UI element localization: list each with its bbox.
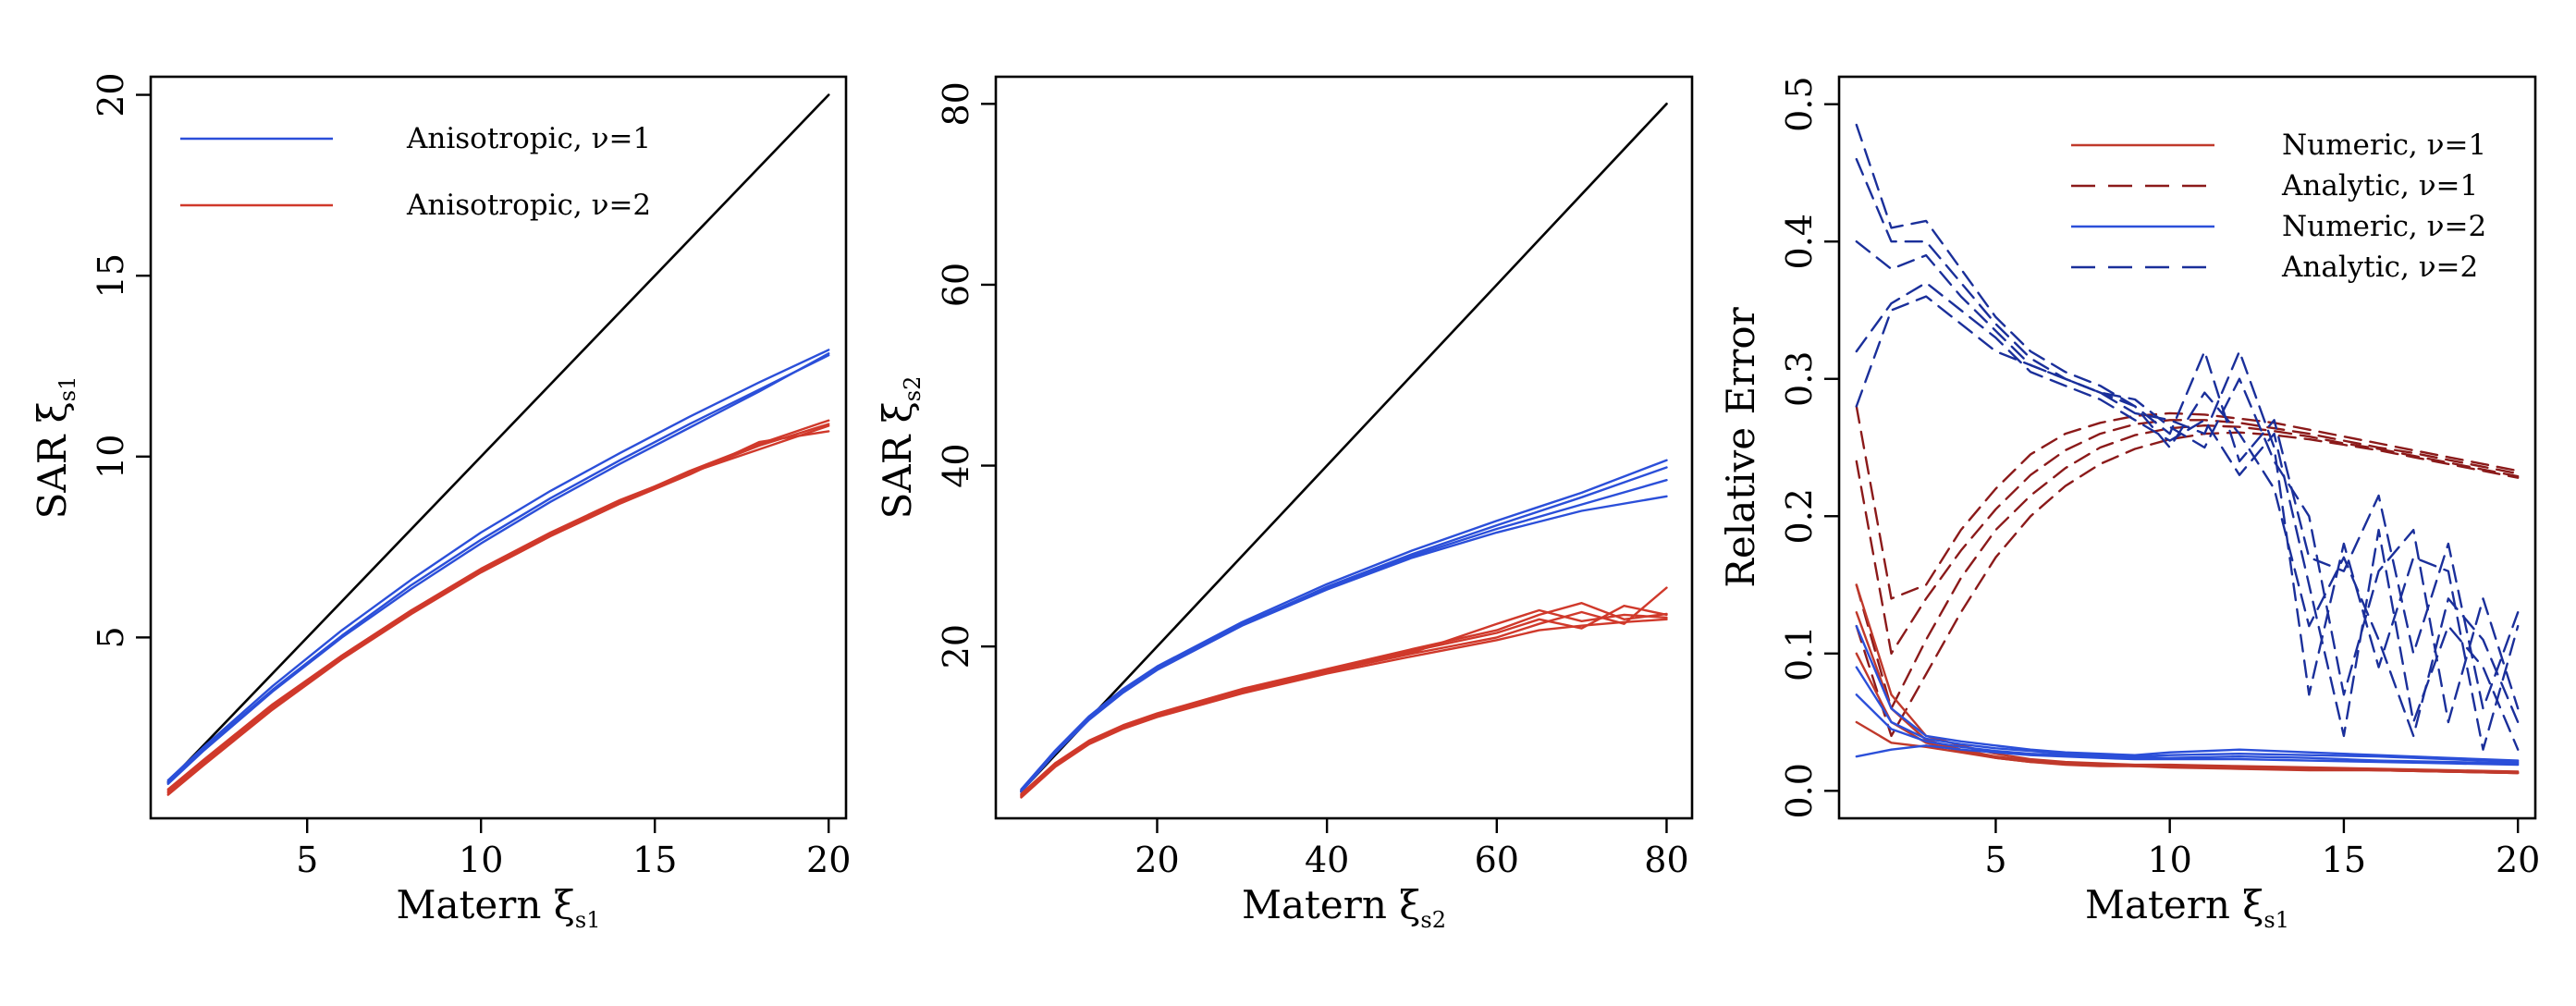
y-tick-label: 80 — [936, 81, 976, 126]
x-axis-label: Matern ξs2 — [1242, 882, 1446, 933]
y-tick-label: 10 — [91, 435, 131, 479]
y-tick-label: 0.3 — [1779, 351, 1820, 407]
legend-label: Anisotropic, ν=2 — [406, 189, 651, 222]
series-line-reference-1 — [1020, 103, 1668, 793]
series-line-numeric_nu2-15 — [1855, 666, 2520, 764]
y-axis-label: SAR ξs2 — [875, 376, 926, 520]
series-line-analytic_nu1-2 — [1855, 419, 2520, 655]
series-line-nu2-8 — [1020, 608, 1668, 797]
series-line-nu2-5 — [166, 419, 830, 792]
x-tick-label: 60 — [1475, 840, 1519, 880]
x-tick-label: 40 — [1305, 840, 1349, 880]
series-line-analytic_nu2-7 — [1855, 240, 2520, 751]
series-line-analytic_nu2-5 — [1855, 123, 2520, 710]
legend: Anisotropic, ν=1 Anisotropic, ν=2 — [180, 122, 651, 222]
series-line-nu2-6 — [166, 423, 830, 796]
series-line-numeric_nu1-10 — [1855, 583, 2520, 773]
series-line-nu2-7 — [166, 430, 830, 794]
y-tick-label: 0.4 — [1779, 214, 1820, 269]
x-tick-label: 5 — [296, 840, 318, 880]
series-line-nu2-6 — [1020, 605, 1668, 796]
y-tick-label: 0.2 — [1779, 488, 1820, 544]
x-tick-label: 15 — [2322, 840, 2366, 880]
series-group — [1020, 103, 1668, 799]
panel-2: 20 40 60 80 20 40 60 80 Matern ξs2 SAR ξs2 — [875, 75, 1694, 933]
y-tick-label: 40 — [936, 443, 976, 487]
y-tick-label: 60 — [936, 263, 976, 307]
legend-label: Anisotropic, ν=1 — [406, 122, 651, 155]
legend-label: Numeric, ν=2 — [2282, 210, 2486, 243]
y-tick-label: 5 — [91, 626, 131, 648]
legend-label: Analytic, ν=1 — [2281, 169, 2478, 202]
x-tick-label: 5 — [1984, 840, 2006, 880]
panel-1: 5 10 15 20 5 10 15 20 Matern ξs1 SAR ξs1 Anisotrop… — [30, 72, 851, 933]
x-tick-label: 15 — [632, 840, 677, 880]
x-tick-label: 20 — [2496, 840, 2540, 880]
y-tick-label: 20 — [936, 624, 976, 669]
legend: Numeric, ν=1 Analytic, ν=1 Numeric, ν=2 Ana… — [2071, 129, 2486, 284]
x-tick-label: 10 — [459, 840, 503, 880]
plot-frame — [994, 75, 1694, 820]
series-line-nu1-3 — [166, 354, 830, 784]
legend-label: Numeric, ν=1 — [2282, 129, 2486, 162]
y-tick-label: 0.5 — [1779, 76, 1820, 131]
series-line-nu1-5 — [1020, 495, 1668, 793]
series-line-analytic_nu2-8 — [1855, 281, 2520, 751]
x-tick-label: 10 — [2147, 840, 2191, 880]
x-axis-label: Matern ξs1 — [2085, 882, 2289, 933]
legend-label: Analytic, ν=2 — [2281, 251, 2478, 284]
panel-3: 5 10 15 20 0.0 0.1 0.2 0.3 0.4 0.5 Matern ξs1 Relat… — [1718, 75, 2540, 933]
series-line-analytic_nu2-6 — [1855, 157, 2520, 724]
series-group — [1855, 123, 2520, 775]
series-line-nu2-8 — [166, 424, 830, 791]
series-line-nu2-9 — [1020, 618, 1668, 799]
series-line-analytic_nu1-3 — [1855, 424, 2520, 710]
series-line-numeric_nu2-14 — [1855, 624, 2520, 762]
series-line-nu1-2 — [166, 349, 830, 782]
series-line-nu2-10 — [1020, 602, 1668, 795]
series-group — [166, 93, 830, 796]
plot-frame — [149, 75, 848, 820]
y-tick-label: 20 — [91, 72, 131, 117]
plot-frame — [1837, 75, 2537, 820]
series-line-analytic_nu1-4 — [1855, 431, 2520, 738]
x-tick-label: 20 — [806, 840, 851, 880]
x-tick-label: 20 — [1135, 840, 1179, 880]
y-axis-label: SAR ξs1 — [30, 376, 80, 520]
y-axis-label: Relative Error — [1718, 306, 1763, 587]
y-tick-label: 0.1 — [1779, 626, 1820, 681]
x-axis-label: Matern ξs1 — [397, 882, 601, 933]
series-line-nu1-3 — [1020, 466, 1668, 792]
y-tick-label: 0.0 — [1779, 763, 1820, 818]
series-line-nu1-4 — [166, 352, 830, 785]
series-line-nu1-4 — [1020, 479, 1668, 791]
series-line-numeric_nu2-17 — [1855, 744, 2520, 767]
series-line-numeric_nu1-13 — [1855, 720, 2520, 775]
series-line-analytic_nu2-9 — [1855, 295, 2520, 738]
x-tick-label: 80 — [1644, 840, 1688, 880]
series-line-analytic_nu1-1 — [1855, 405, 2520, 600]
series-line-numeric_nu2-16 — [1855, 693, 2520, 765]
y-tick-label: 15 — [91, 253, 131, 298]
series-line-reference-1 — [166, 93, 830, 784]
